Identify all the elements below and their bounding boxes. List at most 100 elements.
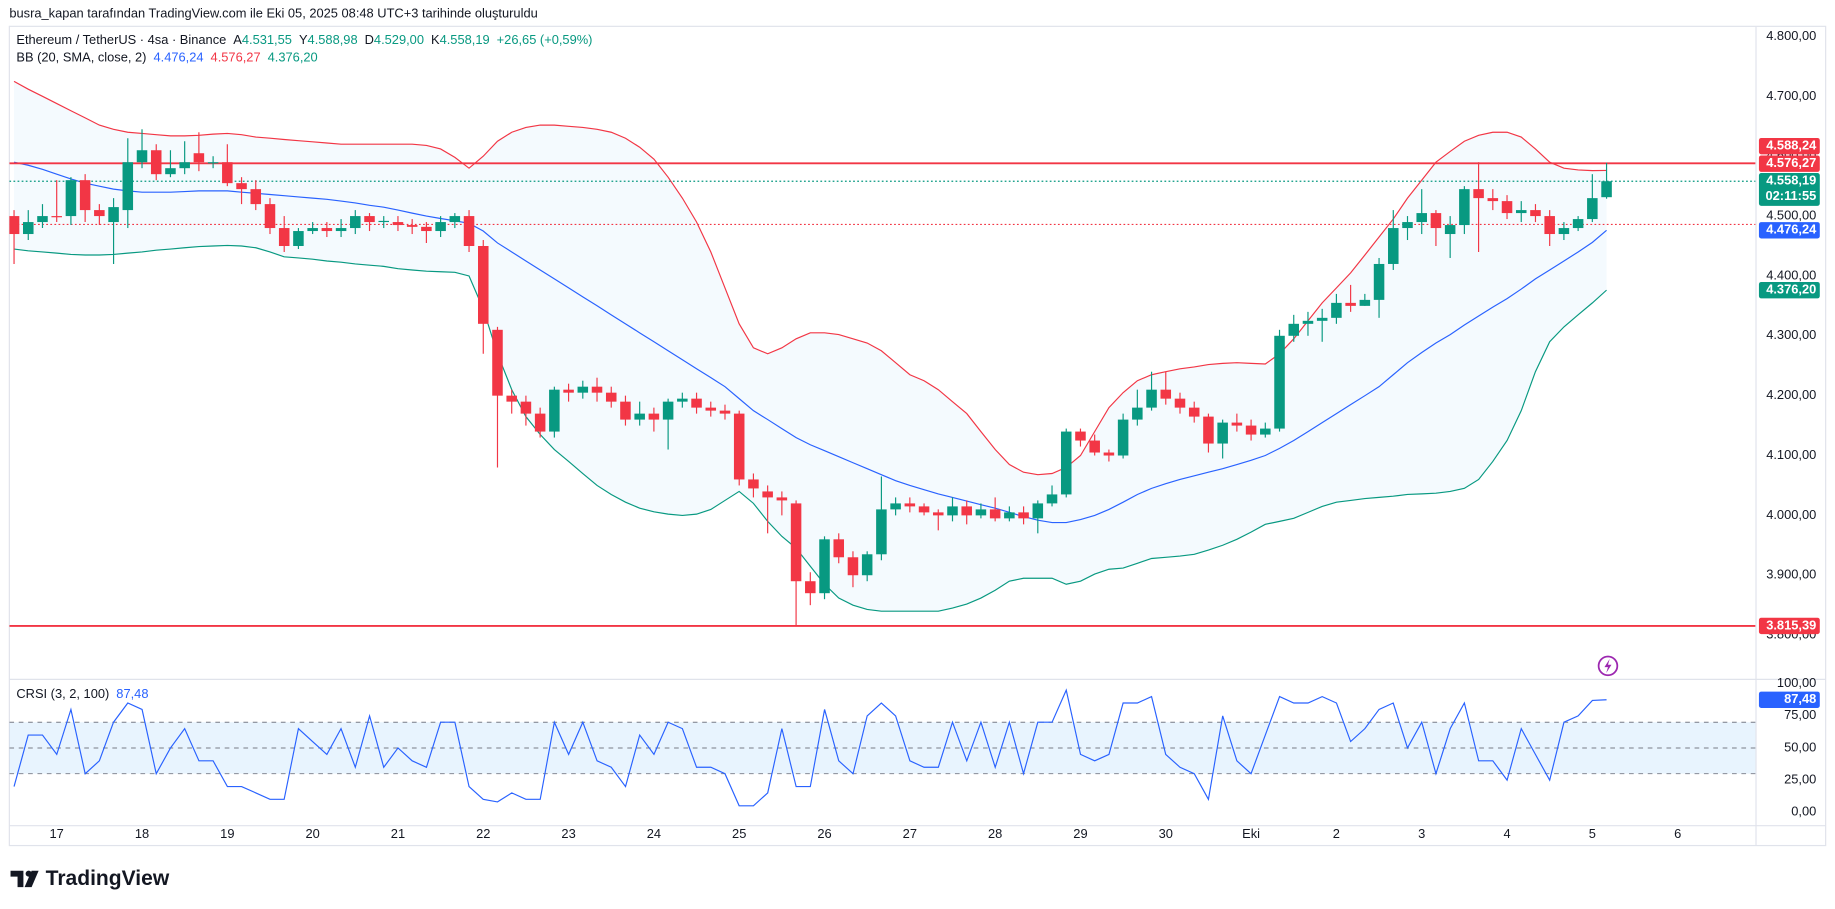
candle-body <box>805 581 816 594</box>
candle-body <box>1117 419 1129 456</box>
candle-body <box>1459 189 1470 226</box>
candle-body <box>1373 263 1385 300</box>
candle-body <box>9 216 20 235</box>
price-tag-label: 4.476,24 <box>1766 222 1817 237</box>
band-fill <box>14 81 1607 612</box>
candle-body <box>975 509 987 516</box>
axes: 4.800,004.700,004.600,004.500,004.400,00… <box>50 28 1820 841</box>
x-tick-label: 3 <box>1418 826 1425 841</box>
x-tick-label: 23 <box>561 826 575 841</box>
candle-body <box>1601 181 1612 198</box>
candle-body <box>1288 323 1300 336</box>
frame <box>8 25 1827 847</box>
candle-body <box>549 389 560 432</box>
candle-body <box>449 216 461 223</box>
osc-title: CRSI (3, 2, 100) <box>16 687 109 702</box>
y-tick-label: 4.500,00 <box>1766 207 1816 222</box>
candle-body <box>364 216 375 223</box>
price-tag <box>1758 137 1820 155</box>
bb-title: BB (20, SMA, close, 2) <box>16 50 146 65</box>
candle-body <box>577 386 589 393</box>
y-tick-label: 75,00 <box>1784 707 1816 722</box>
candle-body <box>435 222 446 232</box>
candle-body <box>819 539 830 594</box>
candle-body <box>1089 440 1100 453</box>
candle-body <box>1416 213 1427 223</box>
ohlc-key: D <box>365 32 374 47</box>
candle-body <box>1572 219 1584 229</box>
price-tag-label: 4.576,27 <box>1766 155 1816 170</box>
candle-body <box>933 512 944 516</box>
candle-body <box>1274 335 1285 429</box>
candle-body <box>662 401 674 420</box>
candle-body <box>1487 198 1499 202</box>
candle-body <box>890 503 901 510</box>
candle-body <box>1004 512 1015 519</box>
bb-value: 4.476,24 <box>153 50 203 65</box>
legends: Ethereum / TetherUS · 4sa · Binance A4.53… <box>16 32 592 701</box>
y-tick-label: 3.900,00 <box>1766 567 1816 582</box>
alert-icon[interactable] <box>1597 655 1619 677</box>
candle-body <box>691 398 702 408</box>
candle-body <box>705 407 717 411</box>
ohlc-key: Y <box>299 32 308 47</box>
price-tag <box>1758 173 1820 206</box>
candle-body <box>1345 302 1356 306</box>
candle-body <box>321 228 333 232</box>
candle-body <box>1146 389 1157 408</box>
ohlc-key: A <box>233 32 242 47</box>
candle-body <box>1160 389 1172 399</box>
value-tag <box>1758 691 1820 708</box>
candle-body <box>1587 198 1598 220</box>
candle-body <box>350 216 361 229</box>
candle-body <box>37 216 48 223</box>
candle-body <box>1388 228 1399 264</box>
price-tag-label: 4.588,24 <box>1766 138 1817 153</box>
bb-value: 4.576,27 <box>211 50 261 65</box>
x-tick-label: 28 <box>988 826 1002 841</box>
candle-body <box>762 491 773 498</box>
y-tick-label: 25,00 <box>1784 772 1816 787</box>
price-tag <box>1758 155 1820 172</box>
candle-body <box>1018 512 1029 519</box>
candle-body <box>1245 425 1257 435</box>
candle-body <box>776 497 788 501</box>
y-tick-label: 4.400,00 <box>1766 267 1816 282</box>
candle-body <box>207 162 219 164</box>
candle-body <box>1046 494 1058 504</box>
candle-body <box>1530 210 1541 217</box>
price-tag <box>1758 222 1820 239</box>
y-tick-label: 4.700,00 <box>1766 88 1816 103</box>
candle-body <box>1430 213 1442 229</box>
candle-body <box>1188 407 1200 417</box>
y-tick-label: 4.200,00 <box>1766 387 1816 402</box>
x-tick-label: 17 <box>50 826 64 841</box>
price-pane <box>9 80 1756 627</box>
candle-body <box>1544 216 1555 235</box>
x-tick-label: 19 <box>220 826 234 841</box>
y-tick-label: 4.800,00 <box>1766 28 1816 43</box>
candle-body <box>1558 228 1570 235</box>
x-tick-label: 22 <box>476 826 490 841</box>
y-tick-label: 100,00 <box>1777 675 1816 690</box>
y-tick-label: 0,00 <box>1791 804 1816 819</box>
candle-body <box>222 162 233 184</box>
price-tag-label: 3.815,39 <box>1766 617 1816 632</box>
ohlc-value: 4.588,98 <box>308 32 358 47</box>
candle-body <box>108 207 119 223</box>
candle-body <box>677 398 688 402</box>
osc-value: 87,48 <box>116 687 148 702</box>
candle-body <box>463 216 475 247</box>
x-tick-label: 4 <box>1503 826 1510 841</box>
candle-body <box>236 183 247 190</box>
x-tick-label: 25 <box>732 826 746 841</box>
candle-body <box>378 220 390 223</box>
candle-body <box>307 228 318 232</box>
candle-body <box>605 392 617 402</box>
ohlc-value: 4.558,19 <box>440 32 490 47</box>
candle-body <box>392 222 404 226</box>
ohlc-value: 4.531,55 <box>242 32 292 47</box>
